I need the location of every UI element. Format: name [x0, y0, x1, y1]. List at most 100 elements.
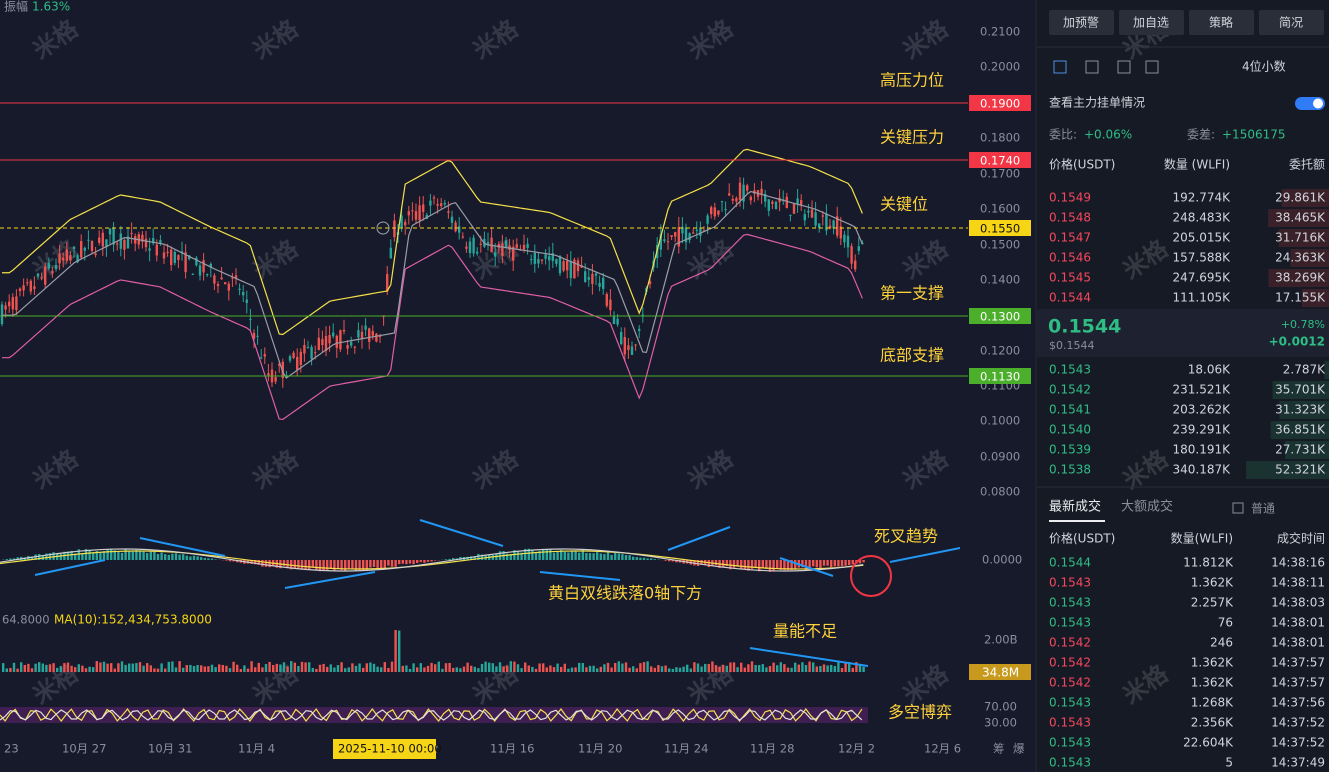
candle	[738, 182, 742, 201]
volume-bar	[160, 663, 163, 672]
macd-bar	[189, 556, 192, 560]
volume-bar	[358, 663, 361, 672]
candle	[627, 345, 630, 350]
macd-bar	[300, 560, 304, 570]
button[interactable]: 策略	[1209, 15, 1233, 30]
macd-bar	[48, 553, 52, 560]
volume-bar	[354, 665, 358, 672]
volume-bar	[840, 667, 844, 672]
volume-bar	[794, 662, 797, 672]
macd-bar	[394, 560, 397, 567]
checkbox[interactable]	[1232, 502, 1244, 514]
volume-bar	[563, 663, 566, 672]
macd-bar	[369, 560, 372, 568]
view-icon[interactable]	[1085, 60, 1099, 74]
ratio-label: 委比:	[1049, 128, 1077, 142]
last-usd: $0.1544	[1049, 339, 1095, 352]
macd-bar	[740, 560, 743, 570]
candle	[584, 271, 587, 282]
candle	[90, 240, 94, 252]
button-bg[interactable]	[1119, 10, 1184, 35]
view-icon[interactable]	[1117, 60, 1131, 74]
volume-last: 34.8M	[982, 666, 1019, 680]
candle	[522, 244, 526, 250]
volume-bar	[77, 664, 80, 672]
button-bg[interactable]	[1259, 10, 1324, 35]
volume-bar	[106, 663, 109, 672]
volume-bar	[754, 664, 757, 672]
volume-bar	[725, 665, 728, 672]
volume-bar	[668, 668, 671, 672]
volume-bar	[732, 662, 736, 672]
volume-bar	[412, 663, 415, 672]
candle	[317, 337, 320, 350]
decimals[interactable]: 4位小数	[1242, 59, 1286, 74]
volume-bar	[142, 665, 145, 672]
macd-bar	[135, 550, 138, 560]
candle	[774, 201, 778, 210]
volume-bar	[534, 668, 538, 672]
candle	[324, 335, 328, 351]
volume-bar	[95, 661, 98, 672]
view-icon[interactable]	[1145, 60, 1159, 74]
button[interactable]: 加预警	[1063, 15, 1099, 30]
book-cell: 203.262K	[1173, 403, 1232, 417]
macd-bar	[156, 553, 160, 560]
tab[interactable]: 大额成交	[1121, 499, 1173, 515]
volume-bar	[365, 663, 368, 672]
macd-bar	[801, 560, 804, 568]
candle	[818, 223, 821, 228]
macd-bar	[45, 553, 48, 560]
button[interactable]: 加自选	[1133, 16, 1169, 30]
volume-bar	[149, 665, 152, 672]
volume-bar	[830, 664, 833, 672]
volume-bar	[617, 661, 620, 672]
depth-bar	[1301, 289, 1329, 307]
date-tick: 11月 16	[490, 742, 534, 756]
volume-bar	[311, 667, 314, 672]
level-tag	[969, 220, 1031, 236]
volume-bar	[171, 661, 174, 672]
candle	[216, 284, 220, 287]
macd-bar	[351, 560, 354, 570]
candle	[486, 242, 490, 245]
trade-cell: 0.1544	[1049, 556, 1091, 570]
macd-bar	[524, 548, 527, 560]
book-cell: 0.1546	[1049, 251, 1091, 265]
level-label: 0.1900	[980, 97, 1020, 111]
level-tag	[969, 152, 1031, 168]
trade-cell: 14:38:01	[1271, 616, 1325, 630]
arrow	[779, 557, 834, 577]
level-tag	[969, 95, 1031, 111]
macd-bar	[592, 553, 595, 560]
view-icon[interactable]	[1053, 60, 1067, 74]
button[interactable]: 简况	[1279, 16, 1303, 30]
button-bg[interactable]	[1049, 10, 1114, 35]
volume-bar	[455, 667, 458, 672]
candle	[443, 202, 446, 205]
macd-bar	[254, 560, 257, 565]
chart-bg	[0, 0, 1035, 772]
candle	[476, 251, 479, 254]
candle	[332, 332, 335, 337]
volume-bar	[506, 665, 509, 672]
candle	[357, 330, 360, 338]
macd-bar	[214, 559, 217, 560]
candle	[605, 294, 608, 306]
book-cell: 24.363K	[1275, 251, 1326, 265]
macd-bar	[318, 560, 322, 572]
macd-bar	[167, 554, 170, 560]
tab[interactable]: 最新成交	[1049, 499, 1101, 515]
candle	[101, 232, 104, 247]
corner-button[interactable]: 爆	[1013, 742, 1025, 756]
trade-cell: 1.362K	[1191, 656, 1234, 670]
volume-bar	[225, 665, 228, 672]
main-orders[interactable]: 查看主力挂单情况	[1049, 96, 1145, 110]
macd-bar	[261, 560, 264, 567]
trade-cell: 0.1543	[1049, 616, 1091, 630]
volume-bar	[700, 666, 703, 672]
candle	[123, 239, 126, 250]
candle	[364, 325, 367, 330]
button-bg[interactable]	[1189, 10, 1254, 35]
corner-button[interactable]: 筹	[993, 742, 1005, 756]
